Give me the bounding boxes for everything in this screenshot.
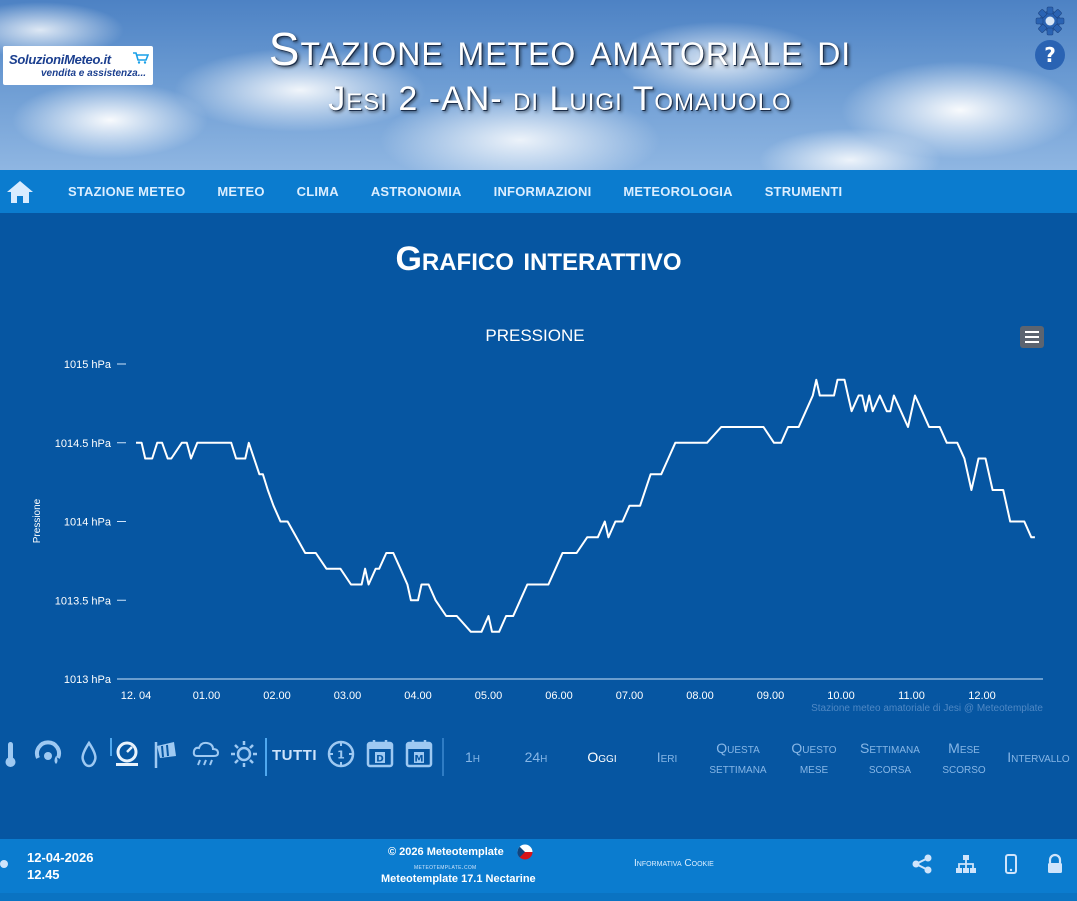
raindrop-icon[interactable] [74, 738, 104, 770]
x-tick-label: 08.00 [686, 690, 714, 702]
y-tick-label: 1014.5 hPa [55, 438, 112, 450]
home-button[interactable] [0, 170, 40, 213]
main-nav: STAZIONE METEO METEO CLIMA ASTRONOMIA IN… [0, 170, 1077, 213]
nav-item-strumenti[interactable]: STRUMENTI [764, 184, 843, 199]
x-tick-label: 09.00 [757, 690, 785, 702]
czech-flag-icon [517, 844, 533, 860]
month-calendar-icon[interactable]: M [404, 738, 434, 770]
y-axis-label: Pressione [32, 498, 43, 543]
barometer-icon[interactable] [112, 738, 142, 770]
y-axis-ticks: 1015 hPa 1014.5 hPa 1014 hPa 1013.5 hPa 1013… [55, 359, 126, 686]
lock-icon[interactable] [1044, 853, 1066, 875]
range-mese-scorso[interactable]: Mese scorso [942, 740, 986, 776]
day-calendar-icon[interactable]: D [365, 738, 395, 770]
x-tick-label: 06.00 [545, 690, 573, 702]
logo-text: SoluzioniMeteo.it [9, 52, 111, 67]
cookie-policy-link[interactable]: Informativa Cookie [634, 858, 714, 869]
toolbar-divider [110, 738, 112, 756]
tutti-button[interactable]: TUTTI [272, 747, 317, 764]
site-title: Stazione meteo amatoriale di [268, 23, 852, 75]
page-title: Grafico interattivo [395, 240, 682, 278]
range-1h[interactable]: 1h [464, 749, 480, 765]
footer-time: 12.45 [27, 867, 60, 882]
weather-icon [0, 860, 8, 868]
svg-text:?: ? [1044, 43, 1056, 67]
nav-item-informazioni[interactable]: INFORMAZIONI [493, 184, 592, 199]
x-tick-label: 07.00 [616, 690, 644, 702]
footer-copyright[interactable]: © 2026 Meteotemplate [388, 846, 504, 858]
x-tick-label: 04.00 [404, 690, 432, 702]
home-icon [7, 180, 33, 203]
logo-tagline: vendita e assistenza... [41, 68, 147, 79]
wind-sock-icon[interactable] [152, 738, 182, 770]
sun-icon[interactable] [229, 738, 259, 770]
x-tick-label: 03.00 [334, 690, 362, 702]
x-tick-label: 01.00 [193, 690, 221, 702]
x-tick-label: 12. 04 [121, 690, 152, 702]
range-questa-settimana[interactable]: Questa settimana [709, 740, 767, 776]
range-oggi[interactable]: Oggi [587, 749, 617, 765]
range-24h[interactable]: 24h [524, 749, 548, 765]
chart-menu-button[interactable] [1020, 326, 1044, 348]
day-badge: D [376, 755, 383, 765]
pressure-series-line[interactable] [136, 378, 1035, 633]
thermometer-icon[interactable] [0, 738, 30, 770]
month-badge: M [415, 755, 424, 765]
mobile-icon[interactable] [1000, 853, 1022, 875]
toolbar-divider [442, 738, 444, 776]
range-ieri[interactable]: Ieri [656, 749, 678, 765]
question-icon[interactable]: ? [1033, 38, 1067, 72]
y-tick-label: 1013 hPa [64, 674, 112, 686]
site-subtitle: Jesi 2 -AN- di Luigi Tomaiuolo [328, 80, 792, 118]
range-questo-mese[interactable]: Questo mese [791, 740, 837, 776]
sitemap-icon[interactable] [955, 853, 977, 875]
nav-item-stazione-meteo[interactable]: STAZIONE METEO [68, 184, 186, 199]
range-intervallo[interactable]: Intervallo [1007, 749, 1070, 765]
nav-item-meteo[interactable]: METEO [217, 184, 265, 199]
humidity-gauge-icon[interactable] [34, 738, 64, 770]
footer: 12-04-2026 12.45 © 2026 Meteotemplate me… [0, 839, 1077, 895]
x-tick-label: 11.00 [898, 690, 925, 702]
toolbar-divider [265, 738, 267, 776]
x-tick-label: 05.00 [475, 690, 503, 702]
x-axis-ticks: 12. 04 01.00 02.00 03.00 04.00 05.00 06.00 07.0… [121, 690, 996, 702]
chart-credits[interactable]: Stazione meteo amatoriale di Jesi @ Mete… [811, 703, 1043, 714]
gear-icon[interactable] [1033, 4, 1067, 38]
clock-badge: 1 [337, 749, 345, 762]
footer-version: Meteotemplate 17.1 Nectarine [381, 873, 536, 885]
rain-cloud-icon[interactable] [191, 738, 221, 770]
cart-icon [133, 52, 149, 64]
x-tick-label: 02.00 [263, 690, 291, 702]
chart-title: PRESSIONE [485, 326, 584, 345]
y-tick-label: 1015 hPa [64, 359, 112, 371]
y-tick-label: 1013.5 hPa [55, 595, 112, 607]
y-tick-label: 1014 hPa [64, 517, 112, 529]
footer-bottom-strip [0, 893, 1077, 901]
footer-date: 12-04-2026 [27, 850, 94, 865]
range-settimana-scorsa[interactable]: Settimana scorsa [860, 740, 920, 776]
share-icon[interactable] [911, 853, 933, 875]
x-tick-label: 12.00 [968, 690, 996, 702]
nav-item-clima[interactable]: CLIMA [296, 184, 339, 199]
clock-icon[interactable]: 1 [326, 738, 356, 770]
nav-item-meteorologia[interactable]: METEOROLOGIA [623, 184, 733, 199]
nav-item-astronomia[interactable]: ASTRONOMIA [370, 184, 462, 199]
soluzionimeteo-logo[interactable]: SoluzioniMeteo.it vendita e assistenza..… [3, 46, 153, 85]
x-tick-label: 10.00 [827, 690, 855, 702]
footer-site[interactable]: meteotemplate.com [414, 864, 477, 871]
header-banner: SoluzioniMeteo.it vendita e assistenza..… [0, 0, 1077, 170]
